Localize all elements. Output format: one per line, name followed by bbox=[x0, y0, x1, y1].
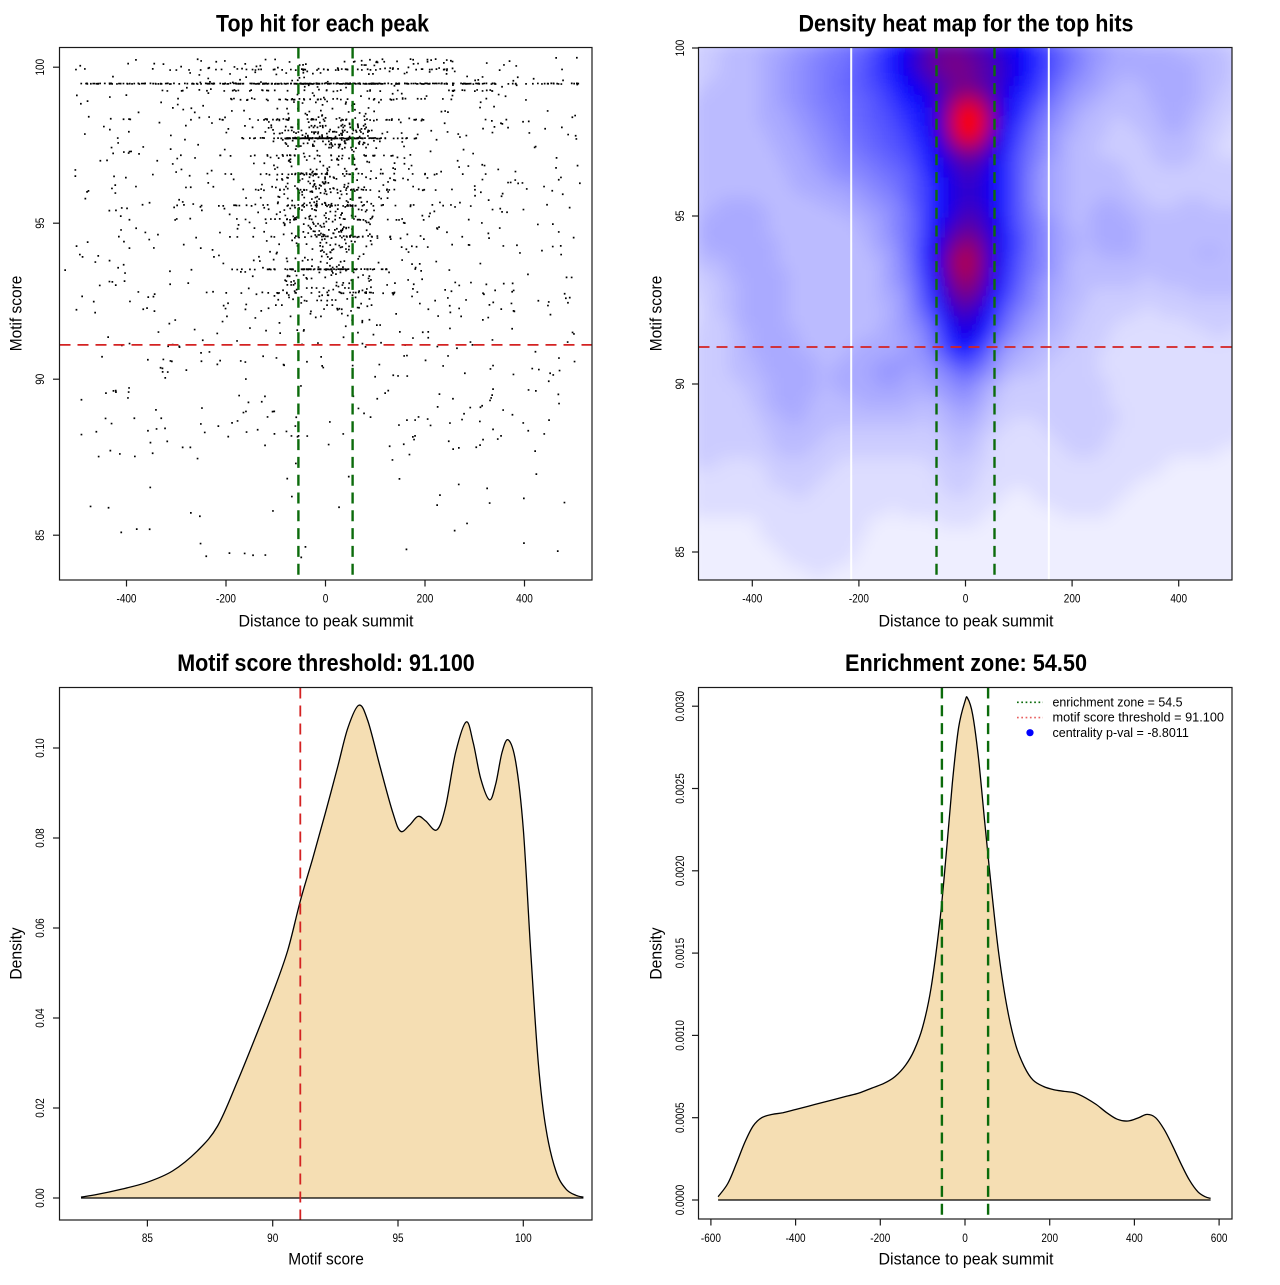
svg-text:enrichment zone = 54.5: enrichment zone = 54.5 bbox=[1053, 695, 1183, 709]
svg-text:0.08: 0.08 bbox=[35, 828, 47, 848]
svg-text:90: 90 bbox=[35, 374, 47, 385]
svg-text:90: 90 bbox=[267, 1233, 278, 1245]
svg-text:200: 200 bbox=[1064, 594, 1081, 606]
svg-text:Distance to peak summit: Distance to peak summit bbox=[239, 613, 414, 631]
svg-text:400: 400 bbox=[516, 594, 533, 606]
svg-text:0.0000: 0.0000 bbox=[675, 1185, 687, 1216]
svg-text:Density: Density bbox=[648, 927, 666, 980]
svg-text:0.02: 0.02 bbox=[35, 1098, 47, 1118]
svg-text:Motif score: Motif score bbox=[288, 1251, 364, 1269]
svg-text:95: 95 bbox=[675, 210, 687, 221]
svg-text:Motif score: Motif score bbox=[648, 276, 666, 352]
svg-text:-600: -600 bbox=[701, 1233, 721, 1245]
svg-text:motif score threshold = 91.100: motif score threshold = 91.100 bbox=[1053, 711, 1225, 725]
svg-text:0.0010: 0.0010 bbox=[675, 1020, 687, 1051]
svg-text:0: 0 bbox=[323, 594, 329, 606]
svg-text:100: 100 bbox=[515, 1233, 532, 1245]
svg-text:Density: Density bbox=[8, 927, 26, 980]
svg-text:-400: -400 bbox=[786, 1233, 806, 1245]
svg-text:-200: -200 bbox=[849, 594, 869, 606]
svg-text:Distance to peak summit: Distance to peak summit bbox=[879, 613, 1054, 631]
svg-text:-400: -400 bbox=[117, 594, 137, 606]
svg-text:0.00: 0.00 bbox=[35, 1188, 47, 1208]
svg-text:95: 95 bbox=[392, 1233, 403, 1245]
svg-text:Motif score: Motif score bbox=[8, 276, 26, 352]
svg-text:Density heat map for the top h: Density heat map for the top hits bbox=[799, 11, 1134, 38]
svg-text:90: 90 bbox=[675, 378, 687, 389]
svg-text:100: 100 bbox=[675, 40, 687, 57]
svg-text:-200: -200 bbox=[216, 594, 236, 606]
svg-text:0.0005: 0.0005 bbox=[675, 1102, 687, 1133]
svg-text:Top hit for each peak: Top hit for each peak bbox=[216, 11, 430, 38]
svg-text:Motif score threshold: 91.100: Motif score threshold: 91.100 bbox=[177, 650, 475, 677]
svg-text:Distance to peak summit: Distance to peak summit bbox=[879, 1251, 1054, 1269]
svg-text:100: 100 bbox=[35, 59, 47, 76]
svg-text:0: 0 bbox=[963, 594, 969, 606]
svg-text:85: 85 bbox=[675, 546, 687, 557]
svg-text:0: 0 bbox=[962, 1233, 968, 1245]
svg-text:-400: -400 bbox=[742, 594, 762, 606]
svg-text:400: 400 bbox=[1170, 594, 1187, 606]
svg-text:-200: -200 bbox=[870, 1233, 890, 1245]
svg-text:0.06: 0.06 bbox=[35, 918, 47, 938]
svg-text:95: 95 bbox=[35, 218, 47, 229]
svg-text:0.0015: 0.0015 bbox=[675, 938, 687, 969]
svg-text:200: 200 bbox=[1041, 1233, 1058, 1245]
svg-text:400: 400 bbox=[1126, 1233, 1143, 1245]
svg-text:0.0020: 0.0020 bbox=[675, 856, 687, 887]
svg-text:0.04: 0.04 bbox=[35, 1008, 47, 1028]
svg-text:Enrichment zone: 54.50: Enrichment zone: 54.50 bbox=[845, 650, 1087, 677]
svg-text:85: 85 bbox=[142, 1233, 153, 1245]
svg-text:85: 85 bbox=[35, 530, 47, 541]
svg-text:600: 600 bbox=[1211, 1233, 1228, 1245]
svg-text:0.0025: 0.0025 bbox=[675, 773, 687, 804]
svg-text:centrality p-val = -8.8011: centrality p-val = -8.8011 bbox=[1053, 726, 1189, 740]
svg-text:200: 200 bbox=[417, 594, 434, 606]
svg-text:0.0030: 0.0030 bbox=[675, 691, 687, 722]
svg-text:0.10: 0.10 bbox=[35, 738, 47, 758]
